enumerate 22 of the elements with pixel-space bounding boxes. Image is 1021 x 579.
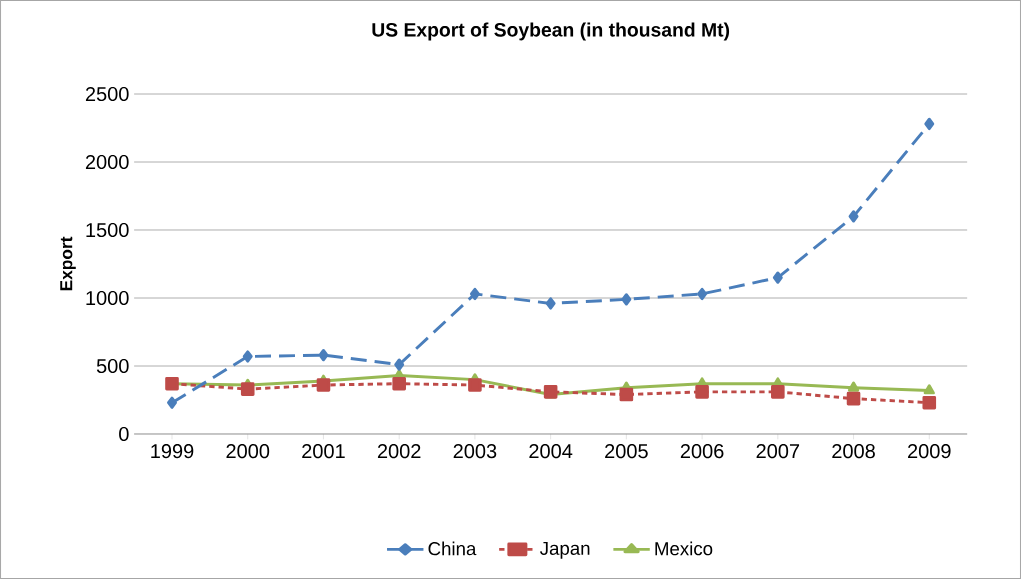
y-tick-label: 1500 [86, 222, 129, 238]
y-tick-label: 2500 [85, 86, 129, 102]
y-tick-label: 1000 [86, 290, 129, 306]
legend-label: Japan [540, 541, 590, 559]
y-axis-title: Export [60, 236, 76, 291]
chart-title: US Export of Soybean (in thousand Mt) [372, 22, 730, 41]
x-tick-label: 2005 [605, 444, 648, 459]
y-tick-label: 0 [119, 426, 129, 442]
x-tick-label: 2009 [908, 444, 951, 459]
x-tick-label: 2000 [226, 444, 270, 459]
x-tick-label: 2003 [453, 444, 497, 459]
x-tick-label: 2004 [529, 444, 573, 459]
x-tick-label: 1999 [151, 444, 194, 459]
x-tick-label: 2006 [680, 444, 724, 459]
legend-label: China [428, 541, 477, 556]
x-tick-label: 2002 [377, 444, 421, 459]
y-tick-label: 500 [96, 358, 129, 374]
x-tick-label: 2008 [832, 444, 875, 459]
x-tick-label: 2001 [302, 444, 345, 459]
x-tick-label: 2007 [756, 444, 800, 459]
legend-label: Mexico [655, 541, 713, 556]
y-tick-label: 2000 [85, 154, 129, 170]
